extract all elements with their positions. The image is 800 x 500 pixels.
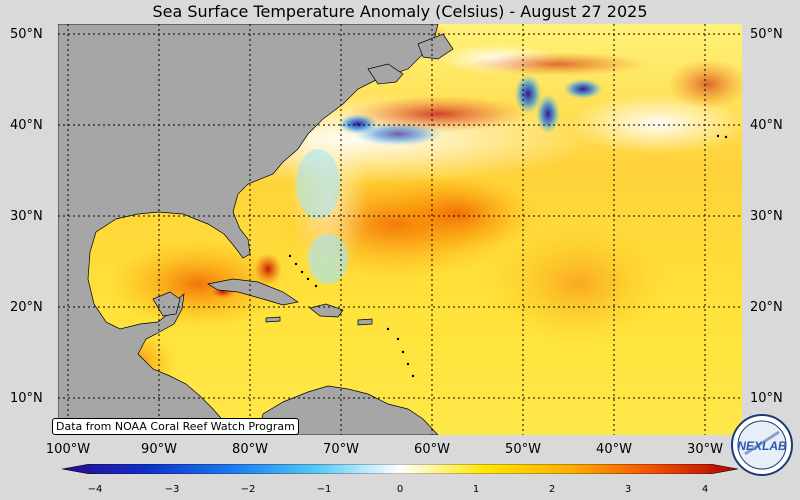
- lat-label-50n-left: 50°N: [10, 27, 43, 42]
- lon-label-80w: 80°W: [232, 442, 268, 457]
- colorbar-tick-neg1: −1: [316, 484, 332, 495]
- lon-label-100w: 100°W: [45, 442, 91, 457]
- logo-text: NEXLAB: [737, 439, 787, 453]
- lat-label-10n-right: 10°N: [750, 391, 783, 406]
- lon-label-60w: 60°W: [414, 442, 450, 457]
- nexlab-logo: NEXLAB: [731, 414, 793, 476]
- colorbar-tick-3: 3: [624, 484, 632, 495]
- colorbar-tick-2: 2: [548, 484, 556, 495]
- lon-label-50w: 50°W: [505, 442, 541, 457]
- colorbar: [62, 464, 738, 474]
- lon-label-70w: 70°W: [323, 442, 359, 457]
- colorbar-tick-1: 1: [472, 484, 480, 495]
- sst-anomaly-map: [58, 24, 742, 435]
- lat-label-50n-right: 50°N: [750, 27, 783, 42]
- lat-label-30n-left: 30°N: [10, 209, 43, 224]
- colorbar-tick-neg4: −4: [87, 484, 103, 495]
- lat-label-20n-right: 20°N: [750, 300, 783, 315]
- lat-label-10n-left: 10°N: [10, 391, 43, 406]
- lat-label-40n-right: 40°N: [750, 118, 783, 133]
- colorbar-tick-0: 0: [396, 484, 404, 495]
- lon-label-30w: 30°W: [687, 442, 723, 457]
- lon-label-40w: 40°W: [596, 442, 632, 457]
- colorbar-tick-4: 4: [701, 484, 709, 495]
- lat-label-40n-left: 40°N: [10, 118, 43, 133]
- map-title: Sea Surface Temperature Anomaly (Celsius…: [152, 2, 648, 21]
- colorbar-tick-neg2: −2: [240, 484, 256, 495]
- colorbar-tick-neg3: −3: [164, 484, 180, 495]
- lat-label-30n-right: 30°N: [750, 209, 783, 224]
- data-source-note: Data from NOAA Coral Reef Watch Program: [52, 418, 299, 435]
- lon-label-90w: 90°W: [141, 442, 177, 457]
- lat-label-20n-left: 20°N: [10, 300, 43, 315]
